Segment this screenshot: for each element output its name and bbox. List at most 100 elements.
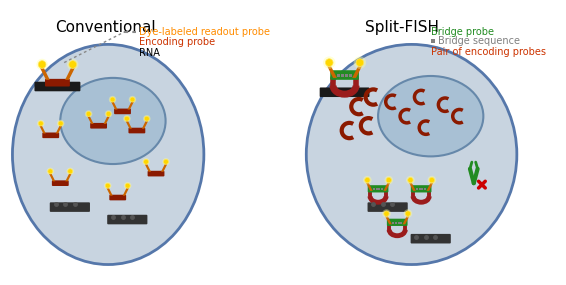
FancyBboxPatch shape [397, 222, 400, 224]
Polygon shape [161, 164, 167, 172]
Ellipse shape [37, 120, 45, 127]
FancyBboxPatch shape [392, 222, 394, 224]
Ellipse shape [427, 176, 436, 184]
Ellipse shape [38, 61, 46, 68]
Ellipse shape [86, 111, 91, 116]
Ellipse shape [365, 178, 370, 183]
Ellipse shape [144, 116, 149, 121]
Polygon shape [40, 126, 46, 133]
FancyBboxPatch shape [114, 109, 131, 114]
Ellipse shape [69, 61, 76, 68]
Polygon shape [409, 183, 416, 191]
FancyBboxPatch shape [148, 171, 165, 176]
Ellipse shape [58, 121, 63, 126]
FancyBboxPatch shape [400, 222, 402, 224]
Ellipse shape [429, 178, 435, 183]
Ellipse shape [48, 169, 53, 174]
Text: Split-FISH: Split-FISH [365, 21, 439, 35]
FancyBboxPatch shape [52, 180, 68, 186]
Ellipse shape [67, 59, 79, 70]
FancyBboxPatch shape [376, 188, 378, 190]
Ellipse shape [110, 97, 115, 102]
Ellipse shape [125, 116, 130, 121]
Ellipse shape [378, 76, 483, 156]
Ellipse shape [36, 59, 48, 70]
Text: Encoding probe: Encoding probe [139, 38, 215, 48]
FancyBboxPatch shape [381, 188, 383, 190]
Ellipse shape [105, 110, 112, 118]
Text: Conventional: Conventional [55, 21, 156, 35]
Ellipse shape [128, 96, 136, 103]
Ellipse shape [406, 176, 415, 184]
FancyBboxPatch shape [45, 79, 70, 87]
Ellipse shape [106, 111, 111, 116]
Ellipse shape [68, 169, 73, 174]
FancyBboxPatch shape [128, 128, 145, 133]
FancyBboxPatch shape [337, 74, 340, 77]
Ellipse shape [408, 178, 413, 183]
Polygon shape [352, 66, 362, 78]
Ellipse shape [405, 211, 410, 216]
Ellipse shape [12, 44, 204, 264]
Polygon shape [385, 216, 392, 224]
FancyBboxPatch shape [50, 202, 90, 212]
Polygon shape [55, 126, 62, 133]
Ellipse shape [85, 110, 92, 118]
Ellipse shape [325, 59, 333, 66]
FancyBboxPatch shape [42, 133, 59, 138]
Polygon shape [145, 164, 151, 172]
Text: Bridge sequence: Bridge sequence [438, 36, 520, 46]
FancyBboxPatch shape [416, 188, 418, 190]
Ellipse shape [109, 96, 116, 103]
Polygon shape [383, 183, 390, 191]
Ellipse shape [123, 115, 131, 123]
FancyBboxPatch shape [422, 188, 423, 190]
Polygon shape [126, 121, 132, 129]
FancyBboxPatch shape [373, 188, 375, 190]
FancyBboxPatch shape [431, 39, 435, 43]
Ellipse shape [384, 211, 389, 216]
FancyBboxPatch shape [341, 74, 344, 77]
FancyBboxPatch shape [424, 188, 426, 190]
Ellipse shape [162, 158, 170, 166]
Polygon shape [106, 188, 113, 196]
Ellipse shape [384, 176, 393, 184]
FancyBboxPatch shape [387, 219, 408, 226]
Polygon shape [427, 183, 433, 191]
FancyBboxPatch shape [109, 195, 126, 200]
FancyBboxPatch shape [90, 123, 107, 129]
Ellipse shape [142, 158, 150, 166]
FancyBboxPatch shape [345, 74, 348, 77]
Polygon shape [142, 121, 148, 129]
Text: RNA: RNA [139, 48, 160, 58]
Ellipse shape [356, 59, 364, 66]
Ellipse shape [323, 56, 336, 69]
Ellipse shape [105, 183, 110, 188]
Text: Pair of encoding probes: Pair of encoding probes [431, 47, 546, 57]
Polygon shape [87, 116, 93, 124]
Ellipse shape [124, 182, 131, 190]
Ellipse shape [144, 159, 148, 164]
Polygon shape [112, 102, 118, 109]
Ellipse shape [67, 168, 74, 175]
FancyBboxPatch shape [395, 222, 397, 224]
Polygon shape [127, 102, 134, 109]
Ellipse shape [125, 183, 130, 188]
FancyBboxPatch shape [419, 188, 421, 190]
Ellipse shape [61, 78, 166, 164]
Polygon shape [40, 68, 50, 80]
Polygon shape [104, 116, 110, 124]
Ellipse shape [130, 97, 135, 102]
Ellipse shape [46, 168, 54, 175]
Ellipse shape [57, 120, 65, 127]
FancyBboxPatch shape [320, 87, 370, 97]
FancyBboxPatch shape [349, 74, 351, 77]
Polygon shape [49, 174, 55, 181]
FancyBboxPatch shape [379, 188, 380, 190]
Text: Bridge probe: Bridge probe [431, 27, 494, 37]
Polygon shape [65, 174, 71, 181]
FancyBboxPatch shape [330, 70, 359, 80]
Ellipse shape [38, 121, 43, 126]
Polygon shape [123, 188, 129, 196]
FancyBboxPatch shape [107, 215, 147, 224]
